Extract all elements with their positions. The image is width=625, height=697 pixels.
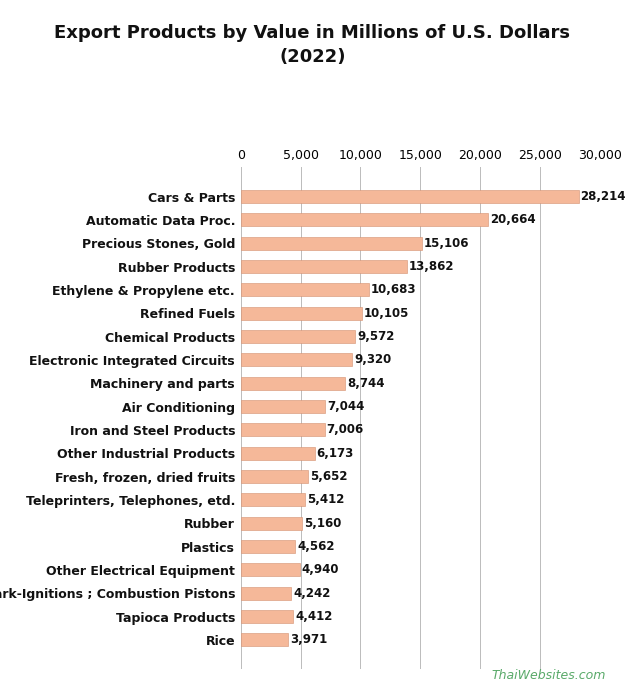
Text: 9,572: 9,572 xyxy=(357,330,394,343)
Bar xyxy=(241,610,294,623)
Text: 5,160: 5,160 xyxy=(304,516,342,530)
Text: 4,940: 4,940 xyxy=(302,563,339,576)
Text: ThaiWebsites.com: ThaiWebsites.com xyxy=(492,668,606,682)
Bar xyxy=(241,307,362,320)
Text: 4,242: 4,242 xyxy=(293,587,331,599)
Text: 5,652: 5,652 xyxy=(310,470,348,483)
Bar xyxy=(241,237,422,250)
Text: 10,105: 10,105 xyxy=(364,307,409,320)
Text: 3,971: 3,971 xyxy=(290,634,328,646)
Text: 4,562: 4,562 xyxy=(297,540,334,553)
Bar xyxy=(241,563,300,576)
Bar xyxy=(241,377,346,390)
Text: 28,214: 28,214 xyxy=(581,190,625,203)
Text: 5,412: 5,412 xyxy=(308,493,344,507)
Text: 9,320: 9,320 xyxy=(354,353,391,367)
Text: 13,862: 13,862 xyxy=(409,260,454,273)
Bar xyxy=(241,493,306,506)
Bar xyxy=(241,260,407,273)
Text: 4,412: 4,412 xyxy=(295,610,333,623)
Text: 10,683: 10,683 xyxy=(371,284,416,296)
Bar xyxy=(241,470,308,483)
Bar xyxy=(241,353,352,367)
Bar xyxy=(241,400,325,413)
Bar xyxy=(241,587,291,599)
Bar xyxy=(241,447,314,459)
Text: 7,006: 7,006 xyxy=(326,423,364,436)
Text: 6,173: 6,173 xyxy=(316,447,354,460)
Bar xyxy=(241,284,369,296)
Bar xyxy=(241,330,355,343)
Text: Export Products by Value in Millions of U.S. Dollars
(2022): Export Products by Value in Millions of … xyxy=(54,24,571,66)
Bar xyxy=(241,424,324,436)
Text: 8,744: 8,744 xyxy=(347,376,384,390)
Text: 7,044: 7,044 xyxy=(327,400,364,413)
Text: 20,664: 20,664 xyxy=(490,213,536,227)
Bar xyxy=(241,190,579,203)
Bar xyxy=(241,540,295,553)
Text: 15,106: 15,106 xyxy=(423,237,469,250)
Bar xyxy=(241,213,488,227)
Bar xyxy=(241,516,302,530)
Bar xyxy=(241,634,288,646)
